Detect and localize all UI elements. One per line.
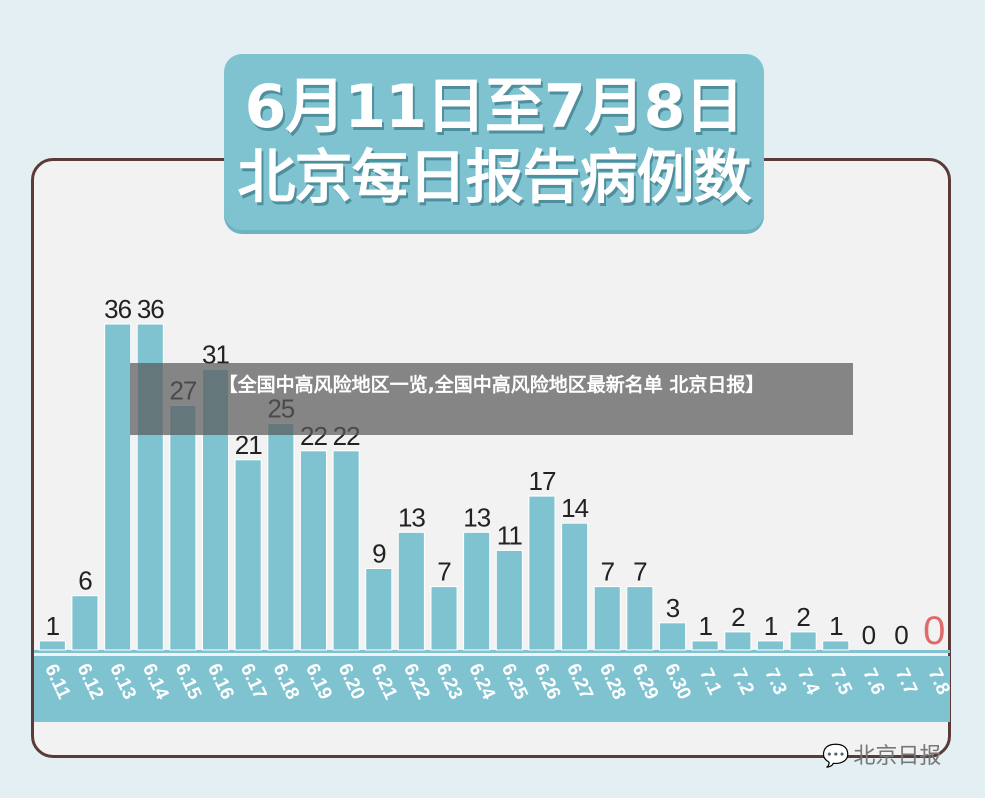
value-label-6.11: 1 — [46, 611, 60, 641]
bar-6.25 — [495, 549, 523, 651]
value-label-7.8: 0 — [923, 609, 944, 653]
bar-6.20 — [332, 450, 360, 651]
bar-6.23 — [430, 586, 458, 651]
bar-6.17 — [234, 459, 262, 651]
title-date-range: 6月11日至7月8日 — [244, 72, 745, 142]
bar-6.30 — [659, 622, 687, 651]
x-axis-band — [34, 656, 950, 722]
bar-6.18 — [267, 423, 295, 651]
bar-7.4 — [789, 631, 817, 651]
bar-6.13 — [104, 323, 132, 651]
value-label-6.13: 36 — [104, 294, 131, 324]
value-label-6.22: 13 — [398, 502, 425, 532]
bar-6.12 — [71, 595, 99, 651]
value-label-7.5: 1 — [829, 611, 843, 641]
title-subject: 北京每日报告病例数 — [237, 143, 751, 211]
bar-7.3 — [756, 640, 785, 651]
value-label-7.1: 1 — [698, 611, 712, 641]
value-label-6.28: 7 — [601, 557, 615, 587]
watermark: 💬 北京日报 — [822, 738, 941, 770]
value-label-6.29: 7 — [633, 557, 647, 587]
bar-6.15 — [169, 405, 197, 651]
watermark-label: 北京日报 — [853, 744, 942, 769]
bar-6.22 — [397, 531, 425, 651]
bar-6.26 — [528, 495, 556, 651]
value-label-6.30: 3 — [666, 593, 680, 623]
value-label-6.25: 11 — [497, 520, 523, 550]
bar-6.27 — [561, 522, 589, 651]
title-banner: 6月11日至7月8日 北京每日报告病例数 — [224, 54, 764, 230]
bar-6.29 — [626, 586, 654, 651]
value-label-7.4: 2 — [796, 602, 810, 632]
value-label-6.26: 17 — [529, 466, 556, 496]
value-label-7.7: 0 — [894, 620, 908, 650]
bar-6.24 — [463, 531, 491, 651]
caption-overlay: 【全国中高风险地区一览,全国中高风险地区最新名单 北京日报】 — [130, 363, 853, 435]
bar-6.28 — [593, 586, 621, 651]
bar-6.21 — [365, 568, 393, 651]
value-label-7.2: 2 — [731, 602, 745, 632]
value-label-6.14: 36 — [137, 294, 164, 324]
value-label-7.6: 0 — [862, 620, 876, 650]
x-axis-line — [34, 650, 950, 653]
bar-6.19 — [299, 450, 327, 651]
value-label-6.27: 14 — [561, 493, 588, 523]
bar-7.5 — [822, 640, 850, 651]
bar-6.11 — [38, 640, 66, 651]
value-label-6.21: 9 — [372, 539, 386, 569]
wechat-icon: 💬 — [822, 744, 850, 769]
bar-7.1 — [691, 640, 719, 651]
value-label-6.12: 6 — [78, 566, 92, 596]
value-label-6.23: 7 — [437, 557, 451, 587]
value-label-7.3: 1 — [764, 611, 778, 641]
bar-7.2 — [724, 631, 752, 651]
value-label-6.24: 13 — [463, 502, 490, 532]
